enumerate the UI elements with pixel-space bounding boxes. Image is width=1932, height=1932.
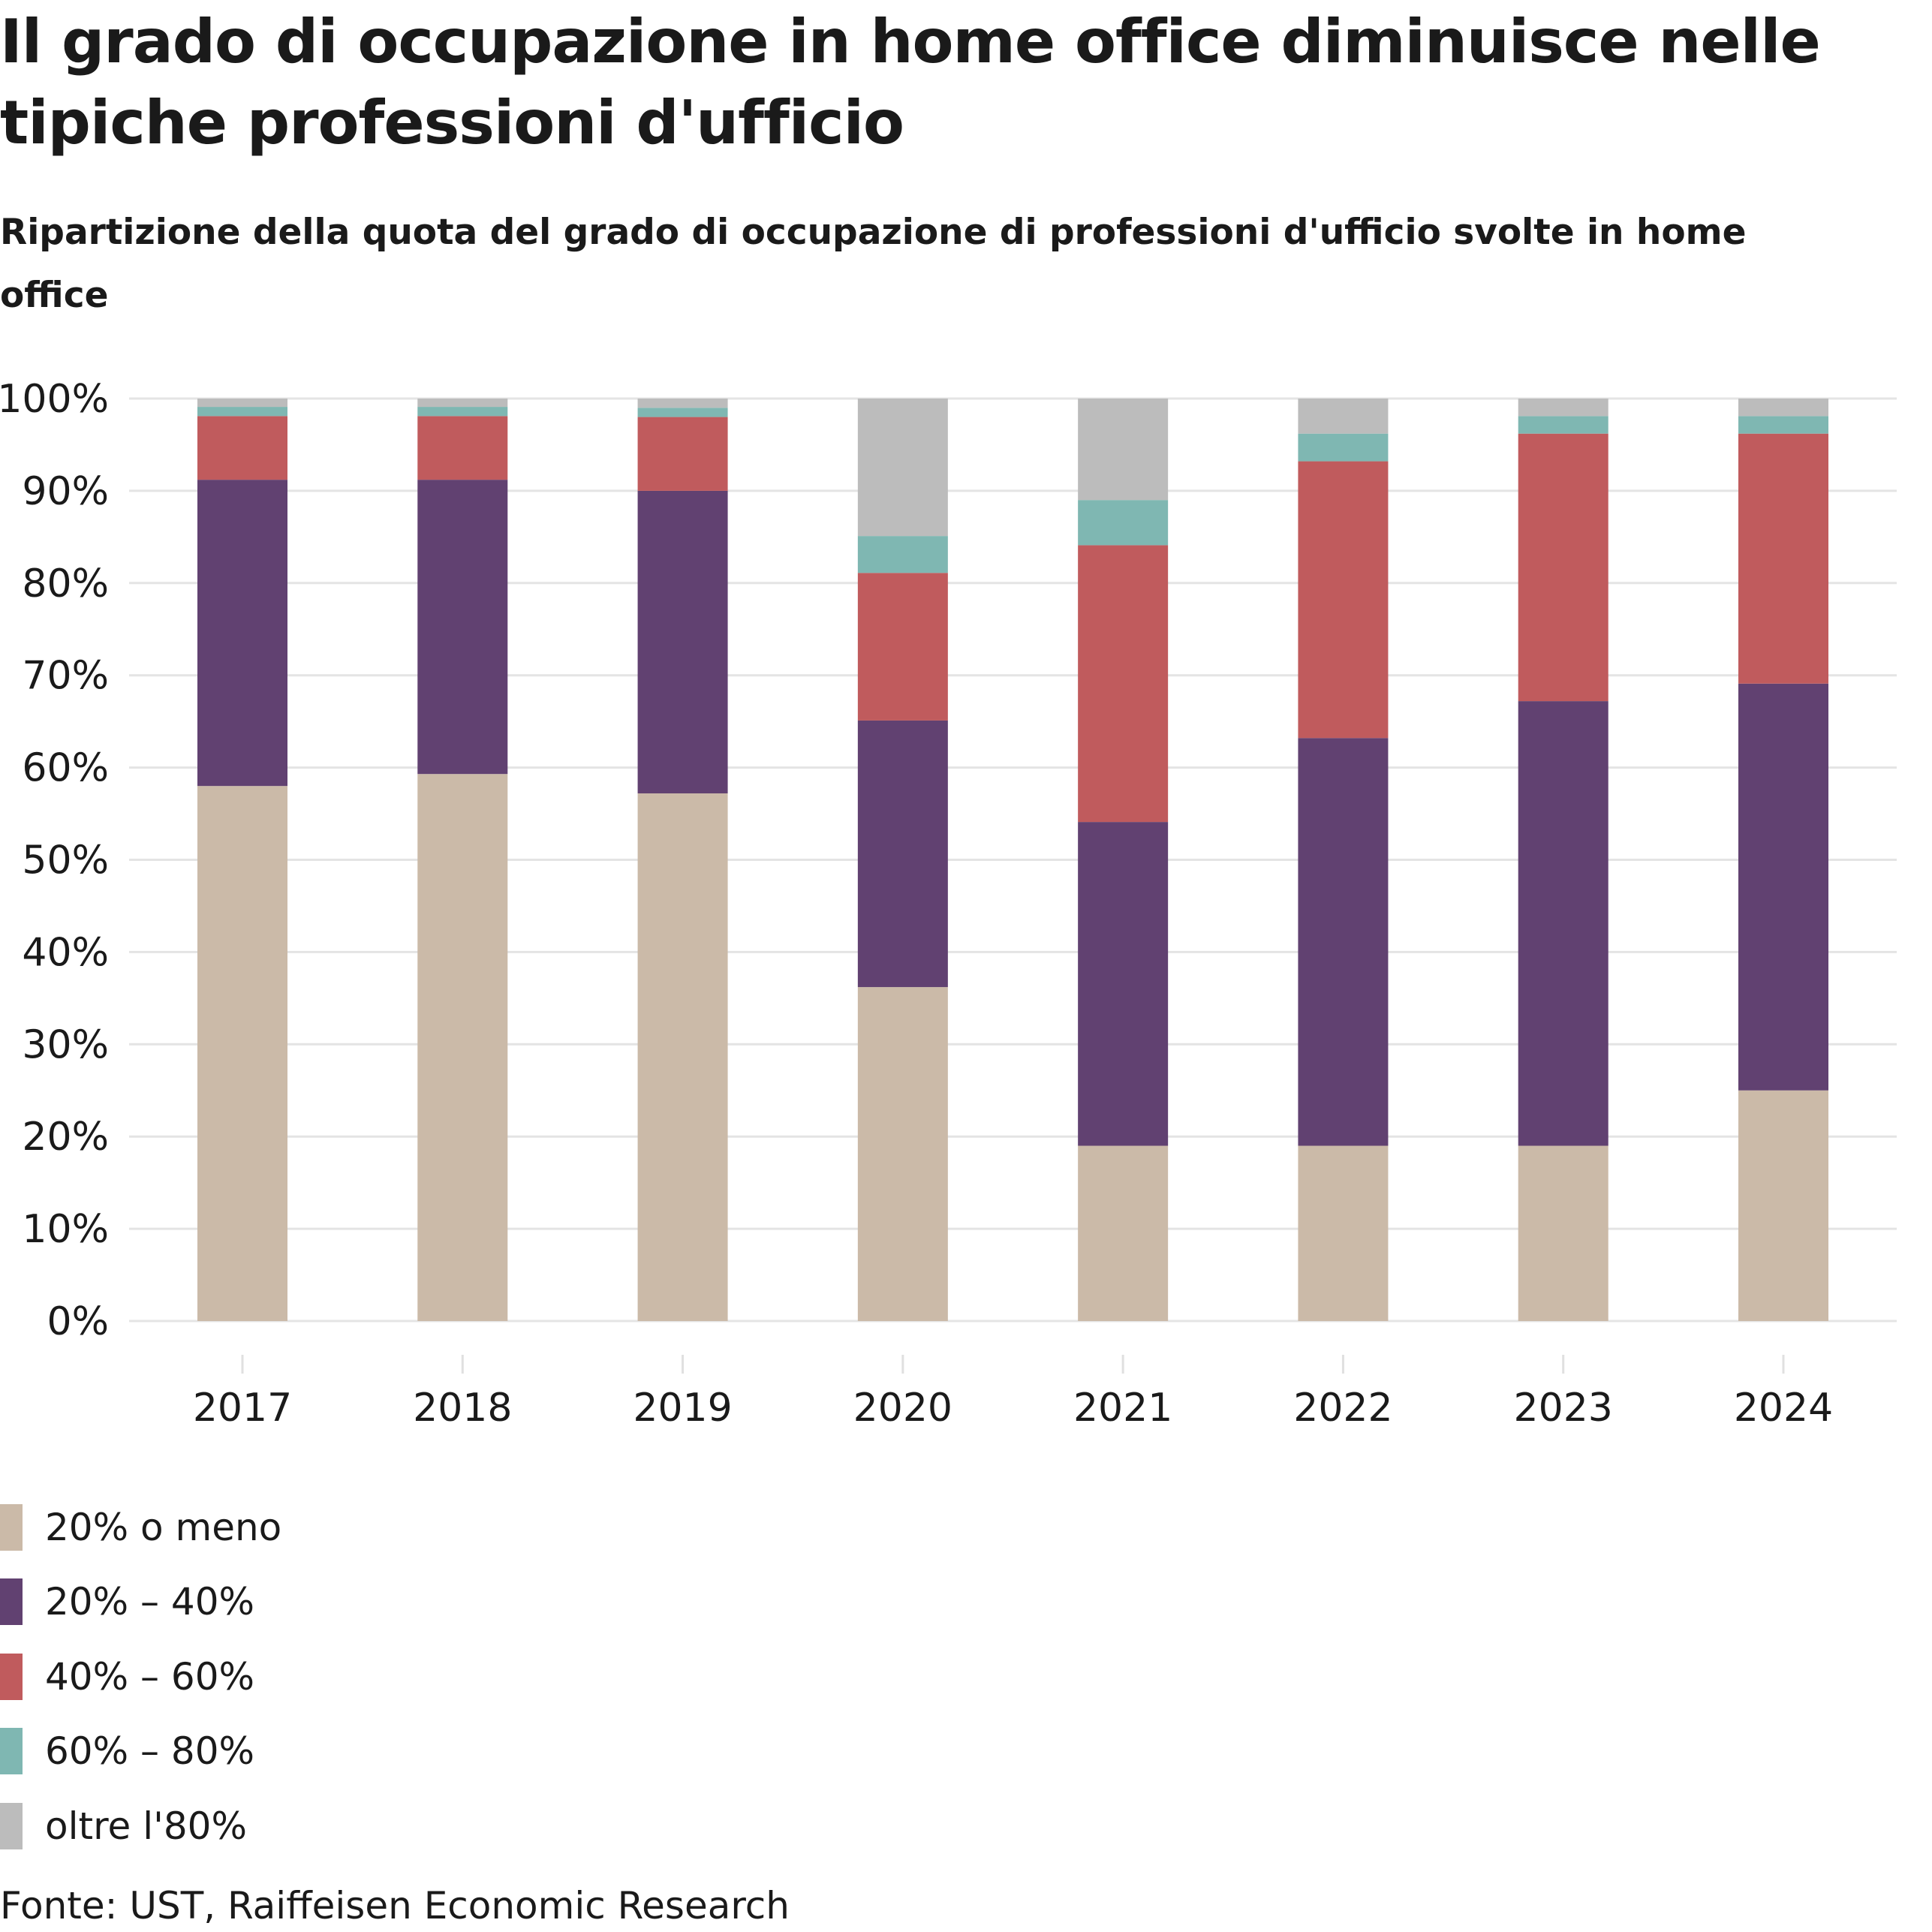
- y-tick-label: 100%: [0, 377, 109, 422]
- source-note: Fonte: UST, Raiffeisen Economic Research: [0, 1884, 790, 1927]
- bar-segment: [197, 416, 287, 480]
- x-tick-label: 2024: [1734, 1386, 1833, 1431]
- bar-segment: [1078, 500, 1169, 546]
- bar-segment: [857, 987, 948, 1321]
- legend-swatch: [0, 1503, 23, 1551]
- bar-segment: [857, 720, 948, 988]
- y-tick-label: 50%: [22, 838, 109, 883]
- legend-swatch: [0, 1802, 23, 1849]
- y-tick-label: 70%: [22, 654, 109, 699]
- bar-segment: [1078, 822, 1169, 1146]
- bar-segment: [417, 416, 508, 480]
- legend-label: oltre l'80%: [45, 1804, 247, 1848]
- bar-segment: [1518, 399, 1608, 417]
- bar-segment: [417, 399, 508, 408]
- bar-segment: [857, 573, 948, 721]
- bar-segment: [417, 480, 508, 775]
- legend-swatch: [0, 1578, 23, 1626]
- bar-segment: [637, 399, 728, 408]
- bar-segment: [1738, 1090, 1828, 1321]
- y-tick-label: 0%: [47, 1299, 110, 1344]
- bar-segment: [1738, 416, 1828, 434]
- bar-segment: [857, 536, 948, 573]
- bar-segment: [1298, 738, 1389, 1146]
- chart-title: Il grado di occupazione in home office d…: [0, 7, 1821, 158]
- bar-segment: [1298, 399, 1389, 434]
- bar-segment: [1298, 1145, 1389, 1321]
- bar-segment: [1298, 433, 1389, 462]
- y-tick-label: 80%: [22, 561, 109, 606]
- gridlines: [129, 397, 1897, 1323]
- legend-item: 20% – 40%: [0, 1565, 281, 1640]
- x-tick-label: 2017: [193, 1386, 292, 1431]
- legend: 20% o meno 20% – 40% 40% – 60% 60% – 80% olt…: [0, 1490, 281, 1864]
- bar-segment: [197, 399, 287, 408]
- bar-segment: [1518, 701, 1608, 1146]
- legend-label: 20% – 40%: [45, 1580, 255, 1624]
- legend-item: 20% o meno: [0, 1490, 281, 1565]
- y-tick-label: 60%: [22, 746, 109, 791]
- y-tick-label: 90%: [22, 469, 109, 514]
- y-tick-label: 40%: [22, 930, 109, 975]
- bar-segment: [197, 480, 287, 787]
- bar-segment: [637, 408, 728, 417]
- bar-segment: [1078, 399, 1169, 501]
- bar-segment: [1738, 683, 1828, 1091]
- bar-segment: [1738, 399, 1828, 417]
- legend-item: 60% – 80%: [0, 1714, 281, 1789]
- y-axis: 0% 10% 20% 30% 40% 50% 60% 70% 80% 90% 100%: [0, 377, 109, 1344]
- legend-label: 60% – 80%: [45, 1729, 255, 1774]
- y-tick-label: 10%: [22, 1207, 109, 1252]
- legend-label: 20% o meno: [45, 1505, 282, 1549]
- y-tick-label: 20%: [22, 1115, 109, 1160]
- x-axis: 2017 2018 2019 2020 2021 2022 2023 2024: [193, 1355, 1833, 1431]
- legend-swatch: [0, 1728, 23, 1775]
- bar-segment: [637, 793, 728, 1321]
- stacked-bar-chart: 0%10%20%30%40%50%60%70%80%90%100% 2017 20…: [0, 377, 1897, 1431]
- bar-segment: [1078, 545, 1169, 823]
- x-tick-label: 2020: [853, 1386, 952, 1431]
- legend-label: 40% – 60%: [45, 1654, 255, 1699]
- legend-item: 40% – 60%: [0, 1639, 281, 1714]
- bar-segment: [857, 399, 948, 537]
- bar-segment: [1518, 1145, 1608, 1321]
- bar-segment: [417, 407, 508, 417]
- bar-segment: [637, 490, 728, 794]
- bar-segment: [637, 417, 728, 491]
- legend-item: oltre l'80%: [0, 1789, 281, 1864]
- x-tick-label: 2019: [633, 1386, 732, 1431]
- chart-subtitle: Ripartizione della quota del grado di oc…: [0, 212, 1747, 316]
- y-tick-label: 30%: [22, 1022, 109, 1067]
- x-tick-label: 2022: [1293, 1386, 1392, 1431]
- bar-segment: [1078, 1145, 1169, 1321]
- bars: [197, 399, 1828, 1321]
- bar-segment: [1518, 416, 1608, 434]
- bar-segment: [1738, 433, 1828, 684]
- legend-swatch: [0, 1653, 23, 1700]
- x-tick-label: 2023: [1514, 1386, 1613, 1431]
- bar-segment: [197, 786, 287, 1321]
- bar-segment: [1298, 461, 1389, 739]
- bar-segment: [197, 407, 287, 417]
- bar-segment: [417, 774, 508, 1321]
- bar-segment: [1518, 433, 1608, 702]
- x-tick-label: 2018: [413, 1386, 512, 1431]
- x-tick-label: 2021: [1073, 1386, 1172, 1431]
